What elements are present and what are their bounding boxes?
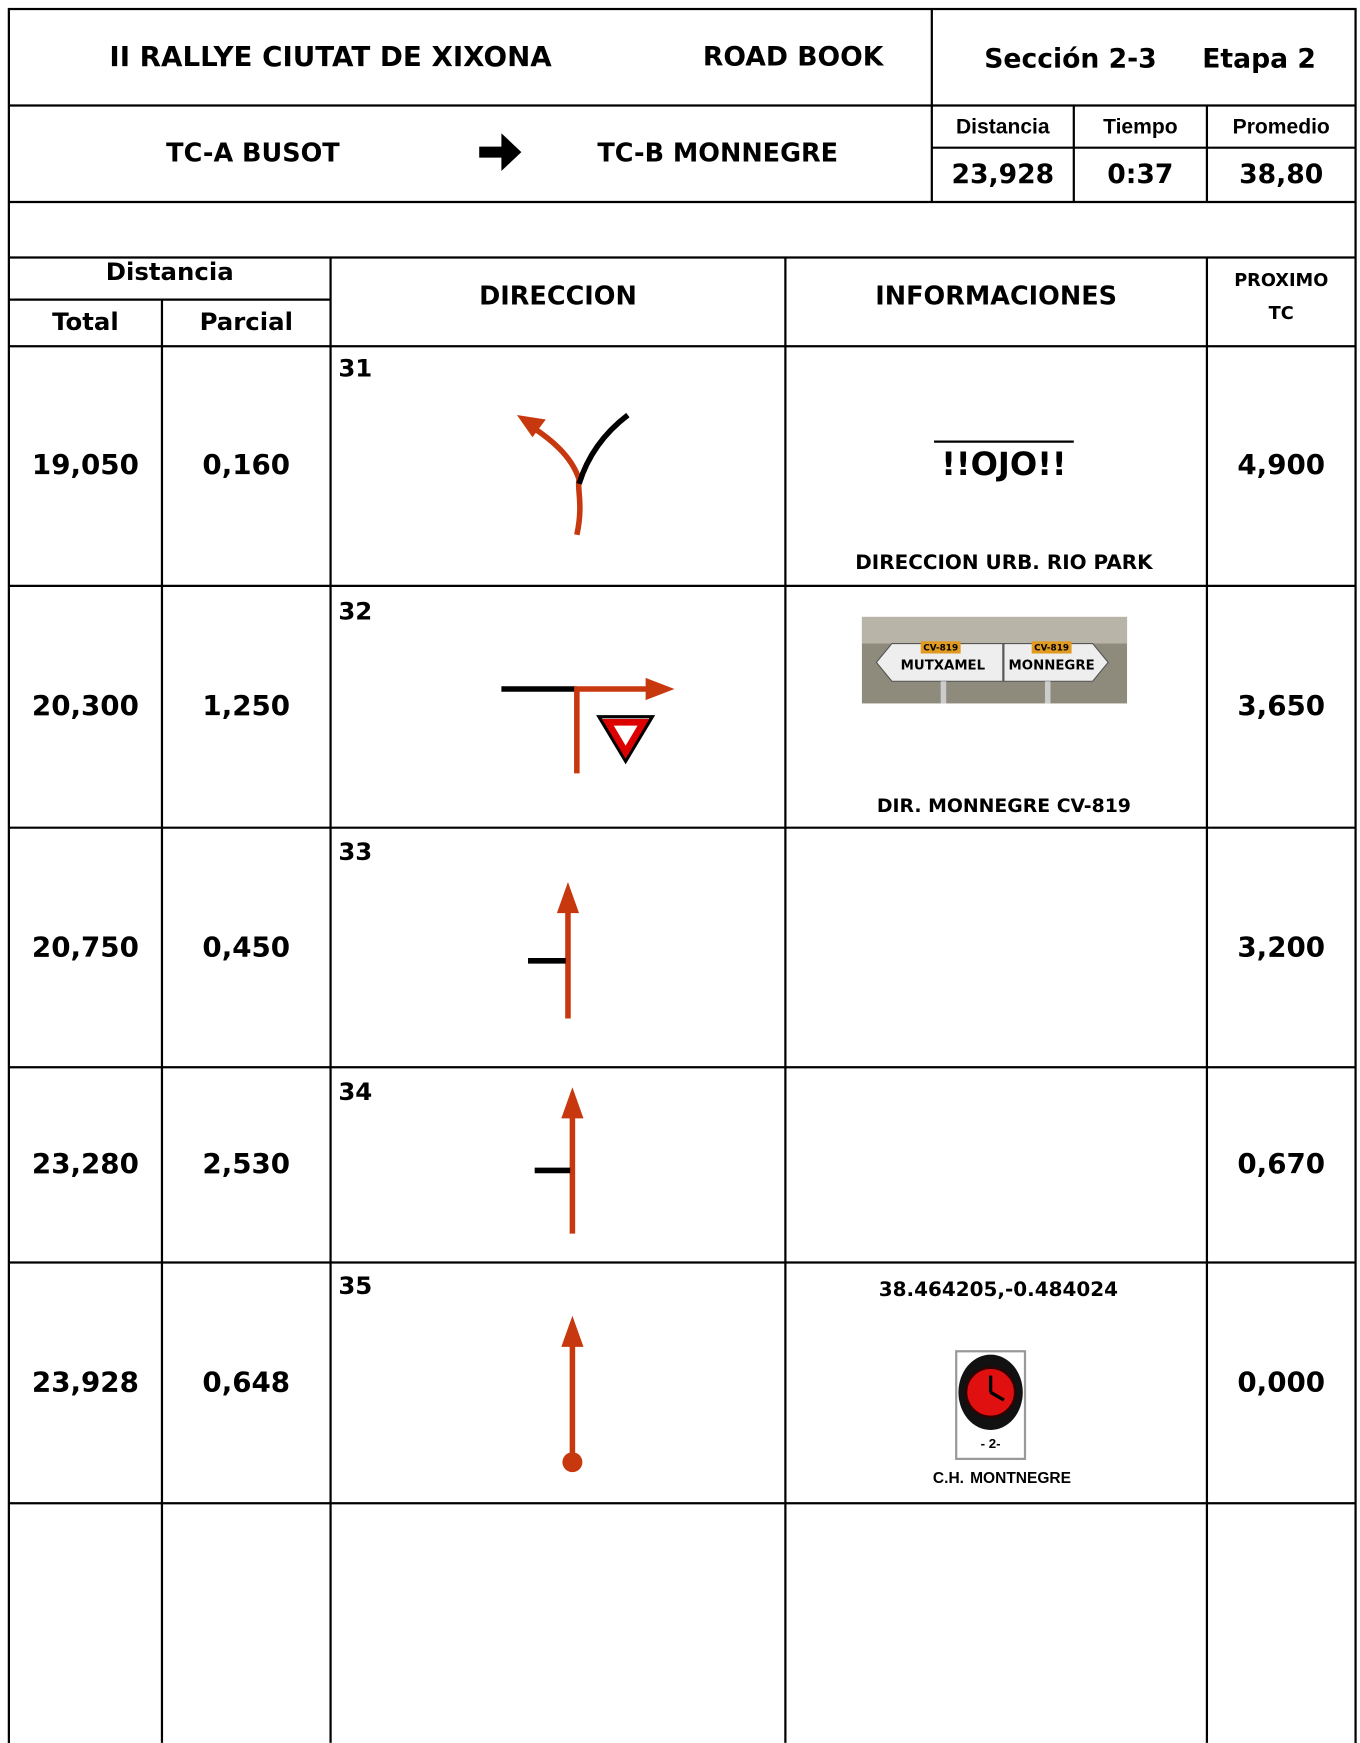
arrowhead <box>645 677 675 701</box>
step-number: 34 <box>338 1077 372 1106</box>
next-control: 3,650 <box>1237 689 1325 722</box>
border <box>7 7 1357 1743</box>
column-header: Total <box>52 307 119 336</box>
road-number <box>1031 641 1072 654</box>
direction-drawing <box>574 686 649 774</box>
step-number: 33 <box>338 837 372 866</box>
arrowhead <box>561 1087 584 1119</box>
photo-sky <box>861 616 1128 644</box>
total-distance: 19,050 <box>32 448 139 481</box>
info-text: !!OJO!! <box>941 445 1066 483</box>
post <box>940 681 947 704</box>
step-number: 35 <box>338 1271 372 1300</box>
clock-hands <box>988 1375 1005 1402</box>
total-distance: 23,280 <box>32 1147 139 1180</box>
next-control: 3,200 <box>1237 931 1325 964</box>
summary-label: Tiempo <box>1103 115 1178 138</box>
info-text: MONTNEGRE <box>970 1470 1071 1487</box>
partial-distance: 0,648 <box>202 1365 290 1398</box>
column-header: INFORMACIONES <box>875 281 1117 311</box>
step-number: 32 <box>338 596 372 625</box>
info-text: DIR. MONNEGRE CV-819 <box>877 796 1131 817</box>
sign-text: - 2- <box>981 1436 1001 1451</box>
summary-value: 0:37 <box>1107 159 1173 190</box>
road-number <box>920 641 961 654</box>
sign-photo: CV-819 MUTXAMEL CV-819 MONNEGRE <box>861 616 1128 704</box>
rows: 19,050 0,160 31 4,900 20,300 1,250 32 3,650 20,7… <box>32 354 1325 1399</box>
road-sign <box>875 642 1004 682</box>
info-text: C.H. <box>933 1470 964 1487</box>
document-type: ROAD BOOK <box>703 41 885 72</box>
summary-value: 38,80 <box>1239 159 1323 190</box>
next-control: 0,670 <box>1237 1147 1325 1180</box>
road-sign <box>1003 642 1109 682</box>
arrowhead <box>556 882 580 914</box>
sign-text: CV-819 <box>923 643 958 653</box>
partial-distance: 0,450 <box>202 931 290 964</box>
sign-text: MUTXAMEL <box>901 659 986 674</box>
section: Sección 2-3 <box>984 44 1156 75</box>
sign-text: CV-819 <box>1034 643 1069 653</box>
column-header: Distancia <box>106 257 234 286</box>
grid <box>7 7 1357 1743</box>
arrowhead <box>516 415 546 438</box>
next-control: 0,000 <box>1237 1365 1325 1398</box>
route-from: TC-A BUSOT <box>166 138 340 168</box>
step-number: 31 <box>338 354 372 383</box>
stage: Etapa 2 <box>1202 44 1316 75</box>
total-distance: 23,928 <box>32 1365 139 1398</box>
info-text: 38.464205,-0.484024 <box>879 1277 1118 1301</box>
summary-label: Promedio <box>1233 115 1330 138</box>
route-arrow <box>479 133 522 171</box>
partial-distance: 0,160 <box>202 448 290 481</box>
column-header: DIRECCION <box>479 281 637 311</box>
column-header: PROXIMO <box>1234 271 1328 291</box>
column-header: TC <box>1269 304 1294 324</box>
column-header: Parcial <box>200 307 293 336</box>
partial-distance: 2,530 <box>202 1147 290 1180</box>
partial-distance: 1,250 <box>202 689 290 722</box>
sign-text: MONNEGRE <box>1009 659 1095 674</box>
route-to: TC-B MONNEGRE <box>597 138 838 168</box>
summary-value: 23,928 <box>951 159 1054 190</box>
total-distance: 20,300 <box>32 689 139 722</box>
next-control: 4,900 <box>1237 448 1325 481</box>
arrowhead <box>561 1315 584 1347</box>
info-text: DIRECCION URB. RIO PARK <box>855 550 1154 574</box>
yield-sign <box>602 718 650 759</box>
summary-label: Distancia <box>956 115 1050 138</box>
title: II RALLYE CIUTAT DE XIXONA <box>109 40 552 73</box>
post <box>1044 681 1051 704</box>
end-dot <box>562 1452 583 1473</box>
direction-drawing <box>530 424 583 536</box>
total-distance: 20,750 <box>32 931 139 964</box>
direction-drawing <box>576 412 630 485</box>
